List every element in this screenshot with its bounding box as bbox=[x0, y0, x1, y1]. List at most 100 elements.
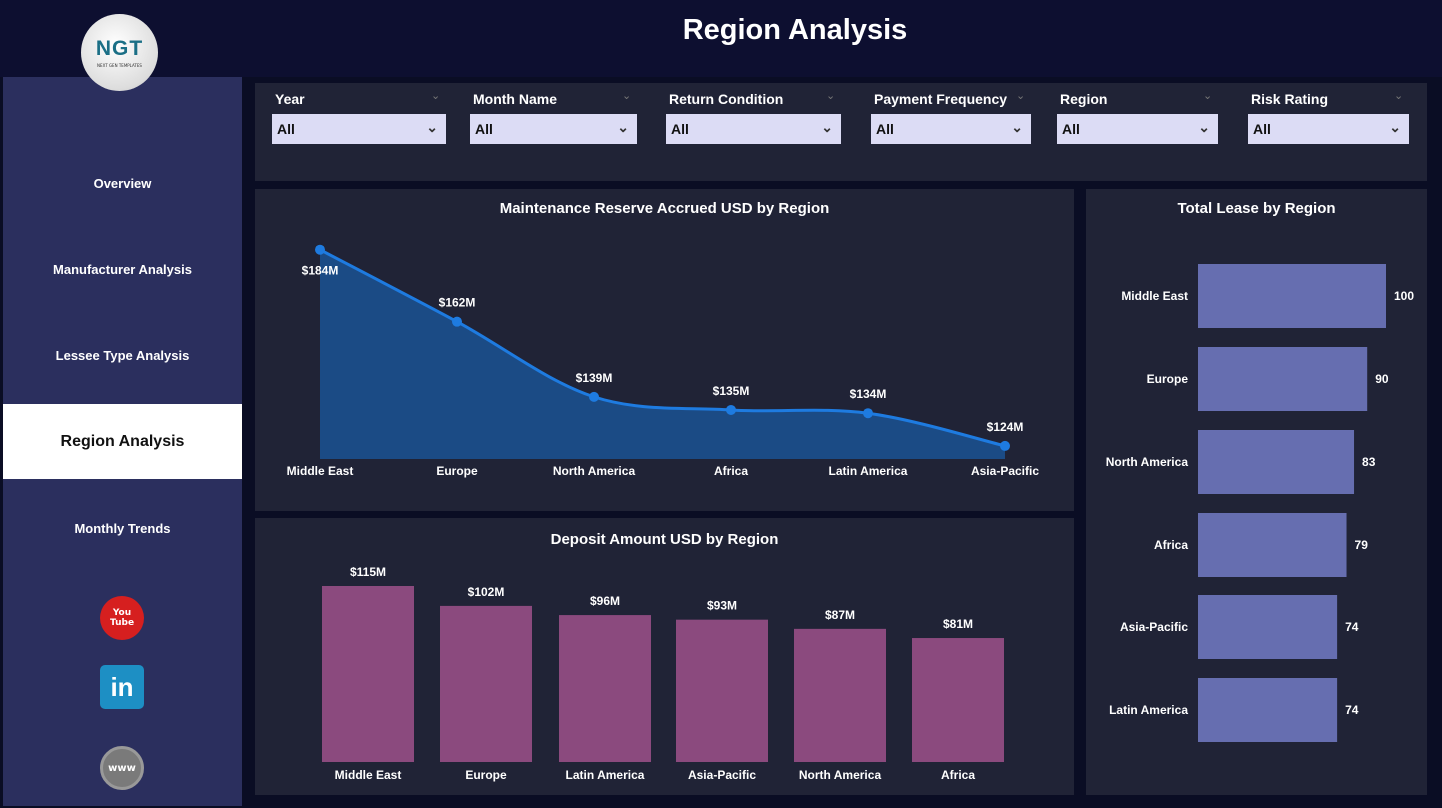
filter-label: Month Name bbox=[473, 91, 557, 107]
bar bbox=[1198, 347, 1368, 411]
chevron-down-icon: ⌄ bbox=[821, 119, 833, 135]
data-label: 74 bbox=[1345, 620, 1359, 634]
filter-panel: Year ⌄ All ⌄ Month Name ⌄ All ⌄ Return Condi… bbox=[255, 83, 1427, 181]
data-point bbox=[863, 408, 873, 419]
filter-dropdown[interactable]: All ⌄ bbox=[1248, 114, 1409, 144]
x-tick-label: Latin America bbox=[829, 464, 908, 478]
bar bbox=[559, 615, 651, 762]
chevron-down-icon: ⌄ bbox=[426, 119, 438, 135]
x-tick-label: Africa bbox=[941, 768, 975, 782]
data-label: $81M bbox=[943, 617, 973, 631]
data-label: 100 bbox=[1394, 289, 1414, 303]
page-title: Region Analysis bbox=[682, 14, 908, 46]
bar bbox=[1198, 430, 1355, 494]
maintenance-reserve-chart: Maintenance Reserve Accrued USD by Regio… bbox=[255, 189, 1074, 511]
data-label: $87M bbox=[825, 608, 855, 622]
youtube-icon[interactable]: You Tube bbox=[100, 596, 144, 640]
y-tick-label: Asia-Pacific bbox=[1120, 620, 1188, 634]
total-lease-chart: Total Lease by Region 100 Middle East 90 Eu… bbox=[1086, 189, 1427, 795]
y-tick-label: Latin America bbox=[1109, 703, 1188, 717]
chart-title: Total Lease by Region bbox=[1177, 200, 1336, 217]
y-tick-label: Africa bbox=[1154, 538, 1188, 552]
data-label: 83 bbox=[1362, 455, 1376, 469]
data-label: $162M bbox=[439, 296, 476, 310]
data-label: $93M bbox=[707, 599, 737, 613]
bar bbox=[1198, 513, 1347, 577]
chevron-down-icon: ⌄ bbox=[617, 119, 629, 135]
data-label: $124M bbox=[987, 420, 1024, 434]
y-tick-label: Europe bbox=[1147, 372, 1189, 386]
x-tick-label: Latin America bbox=[566, 768, 645, 782]
filter-label: Region bbox=[1060, 91, 1108, 107]
x-tick-label: Asia-Pacific bbox=[971, 464, 1039, 478]
hbar-chart-svg: 100 Middle East 90 Europe 83 North America 79 A… bbox=[1106, 264, 1414, 742]
data-label: $96M bbox=[590, 594, 620, 608]
chart-title: Deposit Amount USD by Region bbox=[550, 531, 779, 548]
nav-monthly-trends[interactable]: Monthly Trends bbox=[74, 521, 171, 536]
data-point bbox=[1000, 440, 1010, 451]
deposit-amount-chart: Deposit Amount USD by Region $115M Middle… bbox=[255, 518, 1074, 795]
chart-title: Maintenance Reserve Accrued USD by Regio… bbox=[499, 200, 830, 217]
bar bbox=[1198, 595, 1338, 659]
data-label: $139M bbox=[576, 371, 613, 385]
nav-overview[interactable]: Overview bbox=[93, 176, 152, 191]
y-tick-label: North America bbox=[1106, 455, 1189, 469]
chevron-down-icon: ⌄ bbox=[1389, 119, 1401, 135]
nav-lessee-type-analysis[interactable]: Lessee Type Analysis bbox=[55, 348, 190, 363]
chevron-down-icon: ⌄ bbox=[1011, 119, 1023, 135]
data-label: 90 bbox=[1375, 372, 1389, 386]
data-point bbox=[315, 244, 325, 255]
chevron-down-icon[interactable]: ⌄ bbox=[622, 89, 632, 102]
data-label: $134M bbox=[850, 387, 887, 401]
data-point bbox=[589, 391, 599, 402]
chevron-down-icon[interactable]: ⌄ bbox=[1394, 89, 1404, 102]
data-label: $115M bbox=[350, 565, 386, 579]
chevron-down-icon[interactable]: ⌄ bbox=[1203, 89, 1213, 102]
filter-label: Year bbox=[275, 91, 305, 107]
chevron-down-icon: ⌄ bbox=[1198, 119, 1210, 135]
filter-label: Risk Rating bbox=[1251, 91, 1329, 107]
chevron-down-icon[interactable]: ⌄ bbox=[1016, 89, 1026, 102]
filter-label: Return Condition bbox=[669, 91, 784, 107]
bar bbox=[322, 586, 414, 762]
x-tick-label: Middle East bbox=[287, 464, 354, 478]
bar bbox=[440, 605, 532, 762]
filter-dropdown[interactable]: All ⌄ bbox=[470, 114, 637, 144]
bar bbox=[1198, 264, 1386, 328]
ngt-logo[interactable]: NGT NEXT GEN TEMPLATES bbox=[81, 14, 158, 91]
data-label: 79 bbox=[1355, 538, 1369, 552]
data-label: $135M bbox=[713, 384, 750, 398]
bar bbox=[912, 638, 1004, 762]
x-tick-label: North America bbox=[553, 464, 636, 478]
nav-manufacturer-analysis[interactable]: Manufacturer Analysis bbox=[53, 262, 192, 277]
filter-label: Payment Frequency bbox=[874, 91, 1008, 107]
series-line bbox=[319, 248, 1006, 448]
linkedin-icon[interactable]: in bbox=[100, 665, 144, 709]
chevron-down-icon[interactable]: ⌄ bbox=[826, 89, 836, 102]
area-chart-svg: $184M Middle East $162M Europe $139M North Am… bbox=[287, 244, 1039, 478]
bar bbox=[676, 619, 768, 762]
x-tick-label: North America bbox=[799, 768, 882, 782]
filter-dropdown[interactable]: All ⌄ bbox=[666, 114, 841, 144]
data-point bbox=[452, 316, 462, 327]
y-tick-label: Middle East bbox=[1121, 289, 1188, 303]
bar-chart-svg: $115M Middle East $102M Europe $96M Latin Ame… bbox=[322, 565, 1004, 782]
x-tick-label: Europe bbox=[465, 768, 507, 782]
area-fill bbox=[320, 249, 1005, 459]
x-tick-label: Middle East bbox=[335, 768, 402, 782]
x-tick-label: Europe bbox=[436, 464, 478, 478]
data-label: $184M bbox=[302, 264, 339, 278]
bar bbox=[794, 628, 886, 762]
x-tick-label: Africa bbox=[714, 464, 748, 478]
nav-region-analysis[interactable]: Region Analysis bbox=[3, 404, 242, 479]
sidebar: Overview Manufacturer Analysis Lessee Ty… bbox=[3, 77, 242, 806]
data-point bbox=[726, 404, 736, 415]
x-tick-label: Asia-Pacific bbox=[688, 768, 756, 782]
filter-dropdown[interactable]: All ⌄ bbox=[272, 114, 446, 144]
data-label: $102M bbox=[468, 585, 505, 599]
chevron-down-icon[interactable]: ⌄ bbox=[431, 89, 441, 102]
www-globe-icon[interactable]: www bbox=[100, 746, 144, 790]
filter-dropdown[interactable]: All ⌄ bbox=[871, 114, 1031, 144]
filter-dropdown[interactable]: All ⌄ bbox=[1057, 114, 1218, 144]
data-label: 74 bbox=[1345, 703, 1359, 717]
